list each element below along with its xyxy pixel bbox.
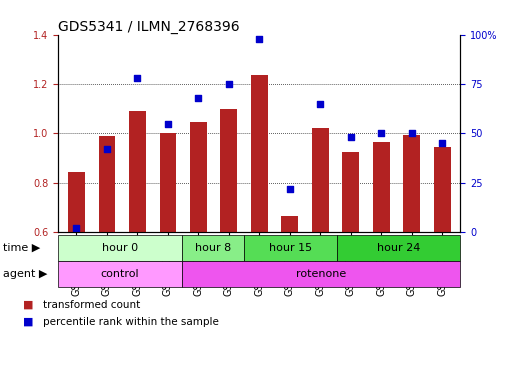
Text: GDS5341 / ILMN_2768396: GDS5341 / ILMN_2768396 [58,20,239,33]
Point [164,121,172,127]
Point [346,134,354,141]
Text: hour 15: hour 15 [268,243,311,253]
Point [224,81,232,87]
Text: time ▶: time ▶ [3,243,40,253]
Bar [220,109,237,232]
Bar [372,142,389,232]
Text: transformed count: transformed count [43,300,140,310]
Text: ■: ■ [23,300,33,310]
Point [407,131,415,137]
Bar [159,134,176,232]
Text: hour 24: hour 24 [376,243,420,253]
Point [376,131,384,137]
Bar [433,147,449,232]
Text: rotenone: rotenone [295,269,345,279]
Point [316,101,324,107]
Bar [189,122,207,232]
Text: ■: ■ [23,317,33,327]
Point [133,75,141,81]
Bar [311,129,328,232]
Bar [98,136,115,232]
Bar [342,152,359,232]
Bar [250,75,267,232]
Point [72,225,80,232]
Bar [402,135,419,232]
Point [103,146,111,152]
Text: hour 0: hour 0 [102,243,138,253]
Bar [68,172,85,232]
Point [437,140,445,146]
Point [285,186,293,192]
Text: agent ▶: agent ▶ [3,269,47,279]
Text: control: control [100,269,139,279]
Text: hour 8: hour 8 [194,243,231,253]
Text: percentile rank within the sample: percentile rank within the sample [43,317,219,327]
Bar [129,111,145,232]
Point [255,35,263,41]
Point [194,95,202,101]
Bar [281,216,297,232]
